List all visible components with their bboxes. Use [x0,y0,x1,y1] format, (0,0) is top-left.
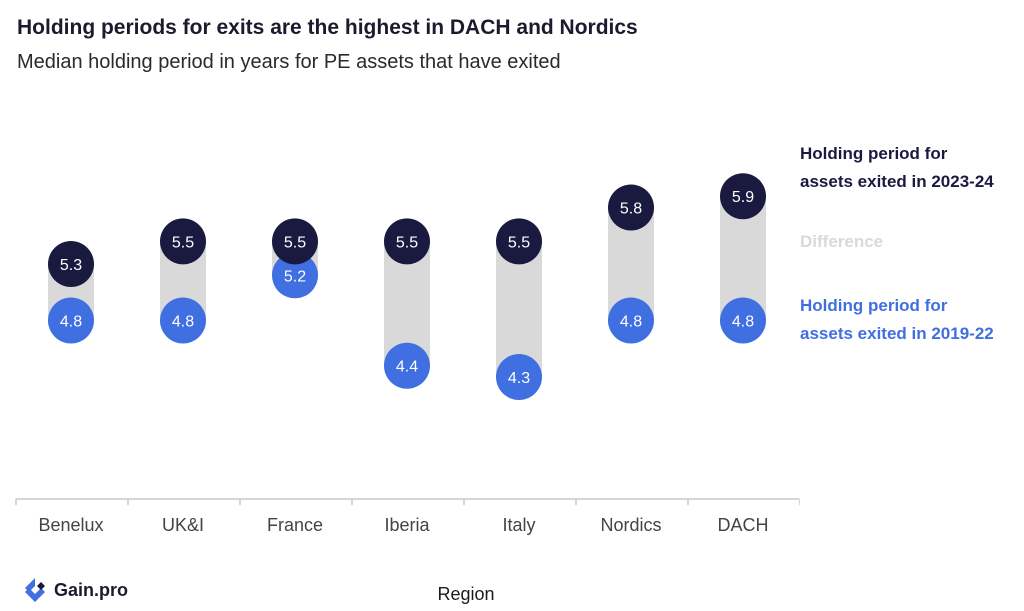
value-label-2023-24: 5.3 [60,257,82,274]
x-tick-label: Nordics [600,515,661,535]
legend-recent: Holding period for assets exited in 2023… [800,140,994,196]
legend-old-line2: assets exited in 2019-22 [800,324,994,343]
legend-old: Holding period for assets exited in 2019… [800,292,994,348]
legend-difference: Difference [800,228,883,256]
value-label-2023-24: 5.5 [396,234,418,251]
x-tick-label: Benelux [38,515,103,535]
value-label-2019-22: 5.2 [284,268,306,285]
brand-name: Gain.pro [54,579,129,600]
value-label-2019-22: 4.8 [620,314,642,331]
chart-title: Holding periods for exits are the highes… [17,16,638,39]
dumbbell-chart: 4.8 5.3 Benelux 4.8 5.5 UK&I 5.2 5.5 France 4.4 5.… [15,173,800,535]
dot-2019-22 [720,297,766,344]
brand-logo: Gain.pro [22,576,128,604]
dot-2019-22 [160,297,206,344]
dot-2023-24 [720,173,766,220]
dot-2023-24 [48,241,94,287]
value-label-2023-24: 5.9 [732,189,754,206]
gainpro-logo-icon [25,578,45,602]
dot-2023-24 [608,184,654,231]
legend-difference-label: Difference [800,232,884,251]
dot-2019-22 [384,342,430,389]
dot-2019-22 [48,297,94,344]
dot-2019-22 [496,354,542,400]
x-tick-label: DACH [717,515,768,535]
dot-2019-22 [608,297,654,344]
x-tick-label: Italy [502,515,535,535]
legend-old-line1: Holding period for [800,296,948,315]
x-axis-title: Region [437,584,495,604]
legend-recent-line2: assets exited in 2023-24 [800,172,994,191]
value-label-2019-22: 4.4 [396,359,418,376]
value-label-2023-24: 5.5 [172,234,194,251]
x-tick-label: UK&I [162,515,204,535]
dot-2023-24 [384,218,430,265]
chart-subtitle: Median holding period in years for PE as… [17,51,561,73]
value-label-2019-22: 4.8 [172,314,194,331]
dot-2019-22 [272,252,318,299]
value-label-2019-22: 4.3 [508,370,530,387]
x-tick-label: Iberia [384,515,430,535]
legend-recent-line1: Holding period for [800,144,948,163]
dot-2023-24 [496,218,542,265]
value-label-2023-24: 5.5 [508,234,530,251]
value-label-2023-24: 5.8 [620,201,642,218]
dot-2023-24 [160,218,206,265]
dot-2023-24 [272,218,318,265]
value-label-2019-22: 4.8 [60,314,82,331]
value-label-2023-24: 5.5 [284,234,306,251]
x-tick-label: France [267,515,323,535]
value-label-2019-22: 4.8 [732,314,754,331]
